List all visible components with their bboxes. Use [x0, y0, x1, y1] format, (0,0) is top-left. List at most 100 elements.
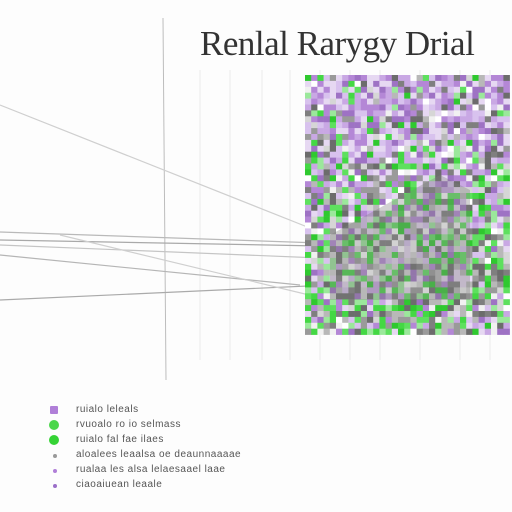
mosaic-tile [503, 80, 510, 88]
mosaic-tile [416, 322, 424, 329]
mosaic-tile [336, 222, 343, 229]
mosaic-tile [391, 246, 399, 253]
mosaic-tile [453, 275, 461, 282]
mosaic-tile [497, 122, 504, 129]
mosaic-tile [305, 293, 312, 300]
mosaic-tile [348, 116, 355, 123]
mosaic-tile [429, 305, 436, 312]
mosaic-tile [404, 222, 411, 229]
mosaic-tile [472, 198, 479, 206]
mosaic-tile [422, 80, 430, 88]
mosaic-tile [379, 128, 386, 135]
mosaic-tile [348, 222, 355, 229]
mosaic-tile [460, 157, 467, 164]
mosaic-tile [379, 104, 386, 111]
mosaic-tile [503, 287, 510, 294]
mosaic-tile [323, 151, 331, 158]
mosaic-tile [472, 134, 479, 141]
mosaic-tile [348, 228, 355, 235]
mosaic-tile [329, 311, 337, 318]
mosaic-tile [360, 92, 368, 99]
mosaic-tile [453, 293, 461, 300]
mosaic-tile [404, 240, 411, 247]
mosaic-tile [491, 98, 498, 105]
mosaic-tile [460, 281, 467, 288]
mosaic-tile [453, 257, 461, 265]
mosaic-tile [491, 151, 498, 158]
mosaic-tile [503, 322, 510, 329]
mosaic-tile [398, 328, 405, 335]
mosaic-tile [453, 116, 461, 123]
mosaic-tile [385, 104, 393, 111]
mosaic-tile [497, 234, 504, 241]
mosaic-tile [323, 98, 331, 105]
mosaic-tile [466, 263, 473, 270]
mosaic-tile [478, 157, 486, 164]
mosaic-tile [404, 193, 411, 200]
mosaic-tile [429, 234, 436, 241]
mosaic-tile [410, 163, 417, 170]
mosaic-tile [329, 181, 337, 188]
mosaic-tile [422, 128, 430, 135]
mosaic-tile [379, 234, 386, 241]
mosaic-tile [429, 110, 436, 117]
mosaic-tile [404, 134, 411, 141]
mosaic-tile [466, 139, 473, 147]
mosaic-tile [373, 122, 380, 129]
mosaic-tile [447, 222, 455, 229]
mosaic-tile [422, 275, 430, 282]
mosaic-tile [342, 139, 349, 147]
mosaic-tile [391, 252, 399, 259]
mosaic-tile [460, 234, 467, 241]
mosaic-tile [317, 104, 324, 111]
mosaic-tile [373, 134, 380, 141]
mosaic-tile [466, 86, 473, 93]
mosaic-tile [491, 134, 498, 141]
mosaic-tile [360, 104, 368, 111]
mosaic-tile [435, 299, 442, 306]
mosaic-tile [323, 305, 331, 312]
mosaic-tile [441, 257, 448, 265]
mosaic-tile [410, 187, 417, 194]
streak-line [0, 104, 321, 233]
mosaic-tile [491, 234, 498, 241]
mosaic-tile [342, 163, 349, 170]
mosaic-tile [447, 169, 455, 176]
mosaic-tile [385, 263, 393, 270]
mosaic-tile [416, 216, 424, 223]
mosaic-tile [404, 80, 411, 88]
mosaic-tile [478, 175, 486, 182]
mosaic-tile [466, 222, 473, 229]
mosaic-tile [404, 216, 411, 223]
mosaic-tile [429, 322, 436, 329]
mosaic-tile [422, 252, 430, 259]
mosaic-tile [360, 198, 368, 206]
mosaic-tile [429, 198, 436, 206]
mosaic-tile [435, 234, 442, 241]
mosaic-tile [336, 322, 343, 329]
mosaic-tile [453, 204, 461, 211]
mosaic-tile [466, 210, 473, 217]
mosaic-tile [478, 263, 486, 270]
mosaic-tile [305, 234, 312, 241]
mosaic-tile [472, 163, 479, 170]
mosaic-tile [317, 216, 324, 223]
mosaic-tile [360, 187, 368, 194]
mosaic-tile [385, 216, 393, 223]
mosaic-tile [472, 169, 479, 176]
mosaic-tile [484, 299, 492, 306]
mosaic-tile [484, 169, 492, 176]
mosaic-tile [342, 75, 349, 82]
mosaic-tile [317, 328, 324, 335]
mosaic-tile [367, 234, 374, 241]
mosaic-tile [329, 98, 337, 105]
mosaic-tile [367, 175, 374, 182]
mosaic-tile [429, 134, 436, 141]
mosaic-tile [317, 204, 324, 211]
mosaic-tile [460, 75, 467, 82]
mosaic-tile [379, 181, 386, 188]
mosaic-tile [398, 134, 405, 141]
mosaic-tile [441, 299, 448, 306]
mosaic-tile [391, 210, 399, 217]
mosaic-tile [472, 181, 479, 188]
